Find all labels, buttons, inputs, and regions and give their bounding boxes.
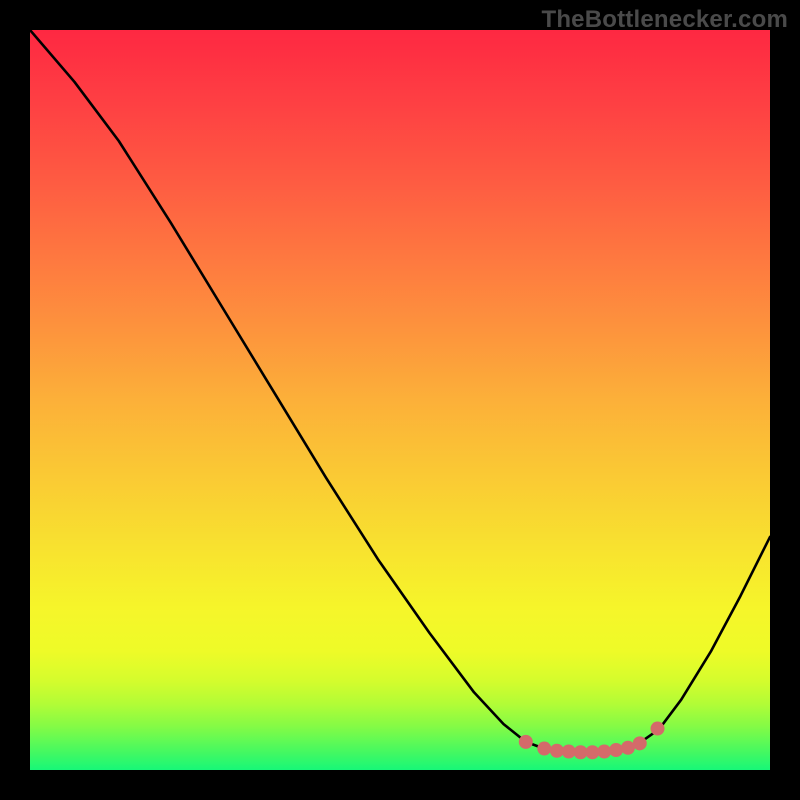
chart-background [30,30,770,770]
marker-point [537,742,551,756]
marker-point [519,735,533,749]
marker-point [609,743,623,757]
marker-point [651,722,665,736]
plot-area [30,30,770,770]
marker-point [633,736,647,750]
marker-point [597,745,611,759]
chart-container: TheBottlenecker.com [0,0,800,800]
chart-svg [30,30,770,770]
